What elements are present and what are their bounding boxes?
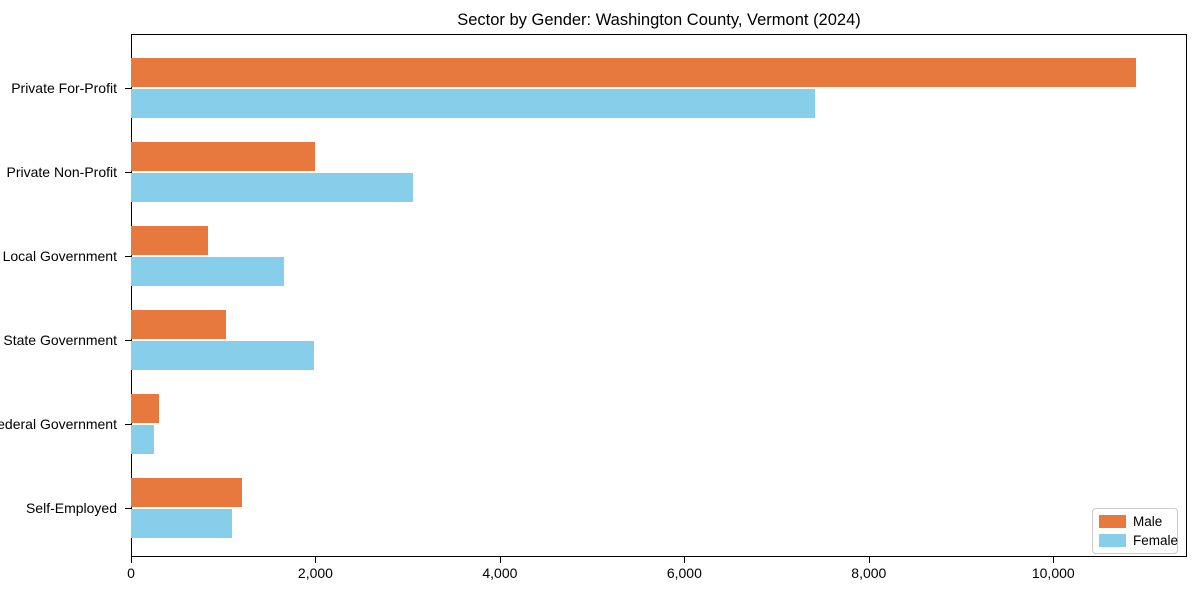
legend-swatch-male: [1099, 515, 1126, 528]
y-category-label: Private Non-Profit: [6, 164, 117, 180]
legend-swatch-female: [1099, 534, 1126, 547]
y-category-label: Local Government: [2, 248, 117, 264]
x-tick-label: 6,000: [666, 565, 702, 581]
y-tick-mark: [125, 172, 131, 173]
bar-male-state-government: [131, 310, 226, 339]
x-tick-label: 10,000: [1031, 565, 1075, 581]
y-category-label: State Government: [3, 332, 117, 348]
chart-title: Sector by Gender: Washington County, Ver…: [457, 11, 861, 29]
bar-male-private-non-profit: [131, 142, 315, 171]
y-tick-mark: [125, 256, 131, 257]
y-category-label: Federal Government: [0, 416, 117, 432]
plot-area: [131, 34, 1187, 557]
y-tick-mark: [125, 508, 131, 509]
bar-female-state-government: [131, 341, 314, 370]
y-category-label: Self-Employed: [25, 500, 117, 516]
x-tick-label: 2,000: [297, 565, 333, 581]
legend-label-male: Male: [1133, 514, 1163, 529]
bar-male-local-government: [131, 226, 208, 255]
legend-item-female: Female: [1099, 533, 1178, 548]
x-tick-mark: [131, 557, 132, 563]
legend-label-female: Female: [1133, 533, 1179, 548]
bar-female-self-employed: [131, 509, 232, 538]
bar-female-private-for-profit: [131, 89, 815, 118]
x-tick-mark: [1053, 557, 1055, 563]
legend: Male Female: [1092, 508, 1178, 554]
y-category-label: Private For-Profit: [11, 80, 117, 96]
y-tick-mark: [125, 424, 131, 425]
x-tick-mark: [499, 557, 501, 563]
bar-female-private-non-profit: [131, 173, 413, 202]
x-tick-label: 4,000: [482, 565, 518, 581]
x-tick-mark: [868, 557, 870, 563]
x-tick-label: 0: [127, 565, 135, 581]
legend-item-male: Male: [1099, 514, 1170, 529]
x-tick-mark: [315, 557, 317, 563]
bar-male-private-for-profit: [131, 58, 1136, 87]
x-tick-label: 8,000: [851, 565, 887, 581]
x-tick-mark: [684, 557, 686, 563]
bar-female-federal-government: [131, 425, 154, 454]
bar-male-federal-government: [131, 394, 159, 423]
bar-male-self-employed: [131, 478, 242, 507]
y-tick-mark: [125, 88, 131, 89]
y-tick-mark: [125, 340, 131, 341]
bar-female-local-government: [131, 257, 284, 286]
